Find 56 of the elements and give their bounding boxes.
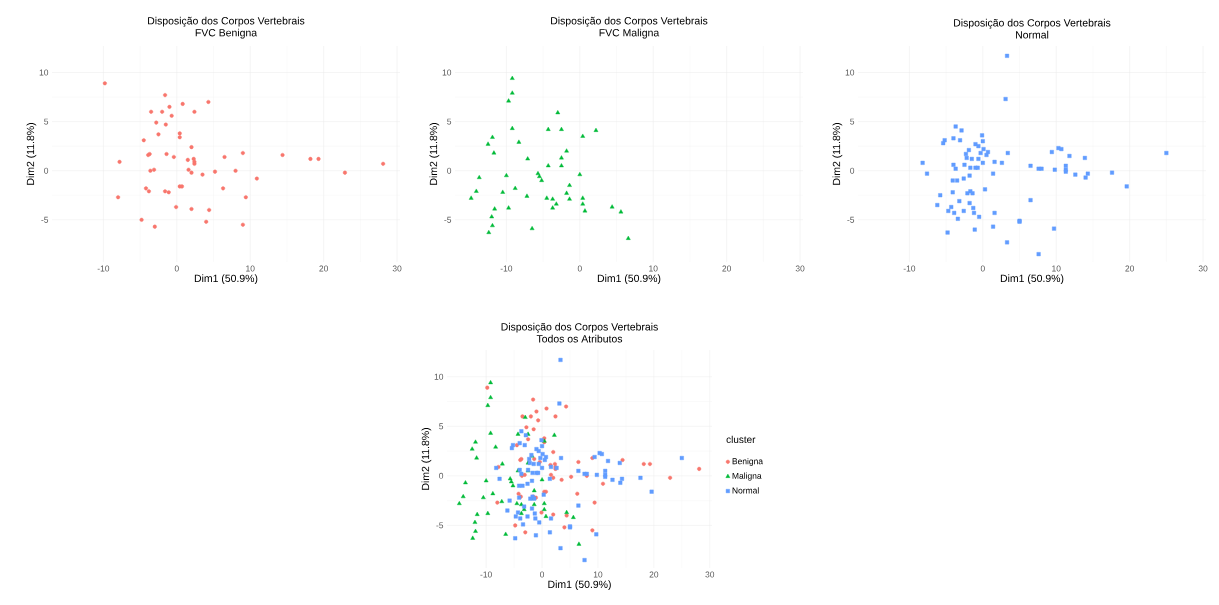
x-tick-label: 0	[174, 265, 179, 272]
y-axis-title: Dim2 (11.8%)	[421, 428, 432, 490]
chart-title: Disposição dos Corpos Vertebrais	[551, 16, 708, 27]
y-axis-title: Dim2 (11.8%)	[429, 123, 440, 185]
y-tick-label: 10	[442, 69, 452, 76]
x-tick-label: -10	[97, 265, 110, 272]
x-axis-title: Dim1 (50.9%)	[597, 274, 661, 285]
legend-label: Benigna	[732, 458, 764, 466]
chart-title: Disposição dos Corpos Vertebrais	[954, 18, 1111, 29]
y-tick-label: 0	[850, 167, 855, 174]
x-tick-label: 20	[1125, 265, 1135, 272]
y-axis-title: Dim2 (11.8%)	[832, 123, 843, 185]
chart-subtitle: FVC Maligna	[599, 28, 660, 39]
y-tick-label: 5	[447, 118, 452, 125]
x-tick-label: -10	[480, 571, 492, 578]
chart-title: Disposição dos Corpos Vertebrais	[148, 16, 305, 27]
x-tick-label: -10	[500, 265, 513, 272]
chart-subtitle: FVC Benigna	[195, 28, 258, 39]
y-tick-label: -5	[41, 216, 49, 223]
y-tick-label: 10	[39, 69, 49, 76]
chart-subtitle: Todos os Atributos	[536, 334, 623, 343]
x-tick-label: 30	[392, 265, 402, 272]
y-tick-label: -5	[444, 216, 452, 223]
x-tick-label: 30	[705, 571, 715, 578]
x-tick-label: 0	[980, 265, 985, 272]
chart-title: Disposição dos Corpos Vertebrais	[501, 322, 658, 333]
x-tick-label: 30	[795, 265, 805, 272]
y-tick-label: 5	[44, 118, 49, 125]
x-tick-label: 20	[722, 265, 732, 272]
y-tick-label: -5	[847, 216, 855, 223]
x-tick-label: 10	[649, 265, 658, 272]
y-tick-label: -5	[436, 522, 444, 529]
x-tick-label: 0	[577, 265, 582, 272]
x-tick-label: 10	[593, 571, 603, 578]
x-axis-title: Dim1 (50.9%)	[1000, 274, 1064, 285]
x-axis-title: Dim1 (50.9%)	[194, 274, 258, 285]
chart-subtitle: Normal	[1016, 30, 1049, 39]
x-tick-label: 20	[649, 571, 659, 578]
legend-title: cluster	[726, 435, 756, 444]
y-tick-label: 10	[845, 69, 855, 76]
y-tick-label: 10	[434, 373, 444, 380]
y-tick-label: 5	[439, 423, 444, 430]
y-axis-title: Dim2 (11.8%)	[26, 123, 37, 185]
x-axis-title: Dim1 (50.9%)	[548, 580, 611, 591]
x-tick-label: 30	[1198, 265, 1208, 272]
y-tick-label: 0	[447, 167, 452, 174]
x-tick-label: 10	[246, 265, 255, 272]
y-tick-label: 0	[44, 167, 49, 174]
x-tick-label: 0	[540, 571, 545, 578]
legend-label: Maligna	[732, 472, 762, 481]
y-tick-label: 5	[850, 118, 855, 125]
x-tick-label: 20	[319, 265, 329, 272]
x-tick-label: -10	[903, 265, 916, 272]
x-tick-label: 10	[1052, 265, 1061, 272]
y-tick-label: 0	[439, 472, 444, 479]
legend-label: Normal	[732, 487, 759, 494]
